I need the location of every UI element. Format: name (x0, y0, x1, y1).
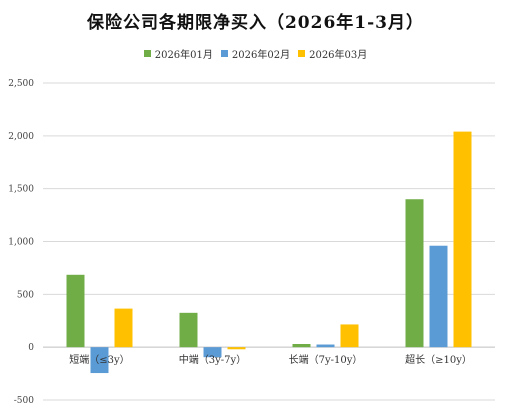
y-tick-label: 1,500 (8, 185, 34, 195)
legend-swatch (298, 50, 306, 57)
y-tick-label: 0 (28, 343, 34, 353)
bar (340, 324, 359, 348)
bar (179, 312, 198, 348)
x-category-label: 短端（≤3y） (69, 353, 129, 366)
bar (429, 245, 448, 348)
x-category-label: 超长（≥10y） (405, 353, 472, 366)
legend-swatch (143, 50, 151, 57)
x-category-label: 中端（3y-7y） (179, 353, 246, 366)
legend-label: 2026年01月 (154, 50, 213, 61)
bar (316, 344, 335, 348)
bar (90, 347, 109, 374)
legend-item: 2026年02月 (220, 46, 291, 61)
bar (203, 347, 222, 358)
chart-title: 保险公司各期限净买入（2026年1-3月） (86, 13, 425, 33)
legend: 2026年01月 2026年02月 2026年03月 (0, 46, 511, 61)
bar (405, 199, 424, 348)
legend-label: 2026年03月 (309, 50, 368, 61)
bar (292, 343, 311, 348)
y-tick-label: 2,000 (8, 132, 34, 142)
y-tick-label: 500 (17, 290, 34, 300)
legend-label: 2026年02月 (231, 50, 291, 61)
y-tick-label: 2,500 (8, 79, 34, 89)
legend-swatch (220, 50, 228, 57)
bar (453, 131, 472, 348)
y-tick-label: 1,000 (8, 238, 34, 248)
legend-item: 2026年03月 (298, 46, 367, 61)
bar (114, 308, 133, 348)
legend-item: 2026年01月 (143, 46, 213, 61)
x-category-label: 长端（7y-10y） (289, 353, 363, 366)
bar (227, 347, 246, 350)
y-tick-label: -500 (14, 396, 34, 406)
bar (66, 274, 85, 348)
